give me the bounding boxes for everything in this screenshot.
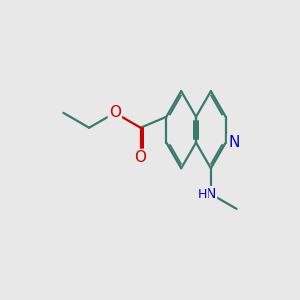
Text: O: O <box>135 150 147 165</box>
Text: H: H <box>198 188 207 200</box>
Text: N: N <box>206 187 216 201</box>
Text: O: O <box>109 105 121 120</box>
Text: N: N <box>228 135 239 150</box>
